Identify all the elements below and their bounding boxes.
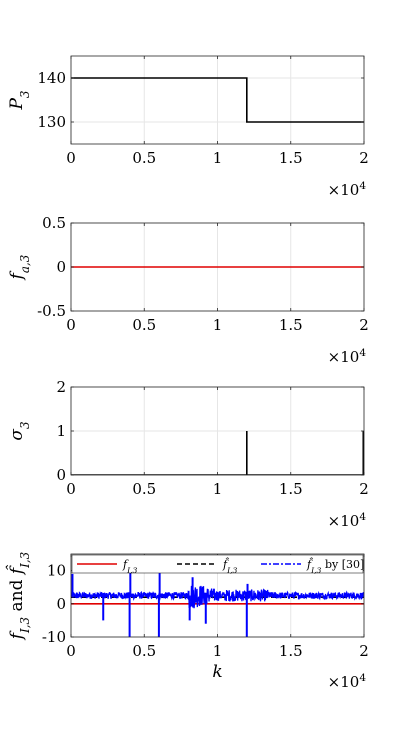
x-tick-label: 2 [359,480,369,498]
series-line-fhat-ref30 [71,584,364,609]
y-tick-label: 2 [56,378,66,396]
y-tick-label: -10 [42,628,66,646]
x-tick-label: 2 [359,316,369,334]
plot-lines [71,570,364,637]
x-tick-label: 0 [66,480,76,498]
x-tick-label: 0.5 [132,316,156,334]
x-tick-label: 0.5 [132,480,156,498]
y-axis-label: fa,3 [7,255,32,282]
series-line-0 [71,77,364,123]
legend: fI,3 f̂I,3 f̂I,3 by [30] [71,554,364,575]
x-tick-label: 1 [213,642,223,660]
x-tick-label: 1.5 [279,149,303,167]
y-axis-label: σ3 [7,421,32,440]
y-tick-label: 0 [56,466,66,484]
x-multiplier: ×104 [328,180,367,199]
x-tick-label: 2 [359,642,369,660]
x-tick-label: 0 [66,642,76,660]
panel-p3: 0 0.5 1 1.5 2 130 140 P3 ×104 [7,55,369,199]
x-tick-label: 1 [213,149,223,167]
plot-lines [71,77,364,123]
y-axis-label: fI,3 and f̂I,3 [6,552,32,641]
y-tick-label: -0.5 [37,302,66,320]
x-tick-label: 1 [213,316,223,334]
y-tick-label: 1 [56,422,66,440]
x-tick-label: 0 [66,149,76,167]
x-multiplier: ×104 [328,347,367,366]
y-tick-label: 140 [37,69,66,87]
x-tick-label: 0.5 [132,642,156,660]
plot-lines [71,431,364,475]
x-multiplier: ×104 [328,672,367,691]
y-tick-label: 130 [37,113,66,131]
x-tick-label: 1.5 [279,642,303,660]
series-line-0 [71,431,364,475]
x-tick-label: 0 [66,316,76,334]
y-tick-label: 0 [56,258,66,276]
x-tick-label: 2 [359,149,369,167]
x-tick-label: 1.5 [279,316,303,334]
x-tick-label: 1 [213,480,223,498]
y-tick-label: 10 [47,562,66,580]
legend-label: fI,3 [122,558,138,575]
x-tick-label: 1.5 [279,480,303,498]
legend-box [71,554,364,574]
panel-sigma3: 0 0.5 1 1.5 2 0 1 2 σ3 ×104 [7,378,369,530]
x-axis-label: k [212,662,222,682]
panel-fa3: 0 0.5 1 1.5 2-0.500.5fa,3×104 [7,214,369,366]
y-tick-label: 0.5 [42,214,66,232]
legend-label: f̂I,3 [222,558,238,575]
x-multiplier: ×104 [328,511,367,530]
legend-label: f̂I,3 by [30] [306,558,364,575]
x-tick-label: 0.5 [132,149,156,167]
y-axis-label: P3 [7,90,32,110]
y-tick-label: 0 [56,595,66,613]
